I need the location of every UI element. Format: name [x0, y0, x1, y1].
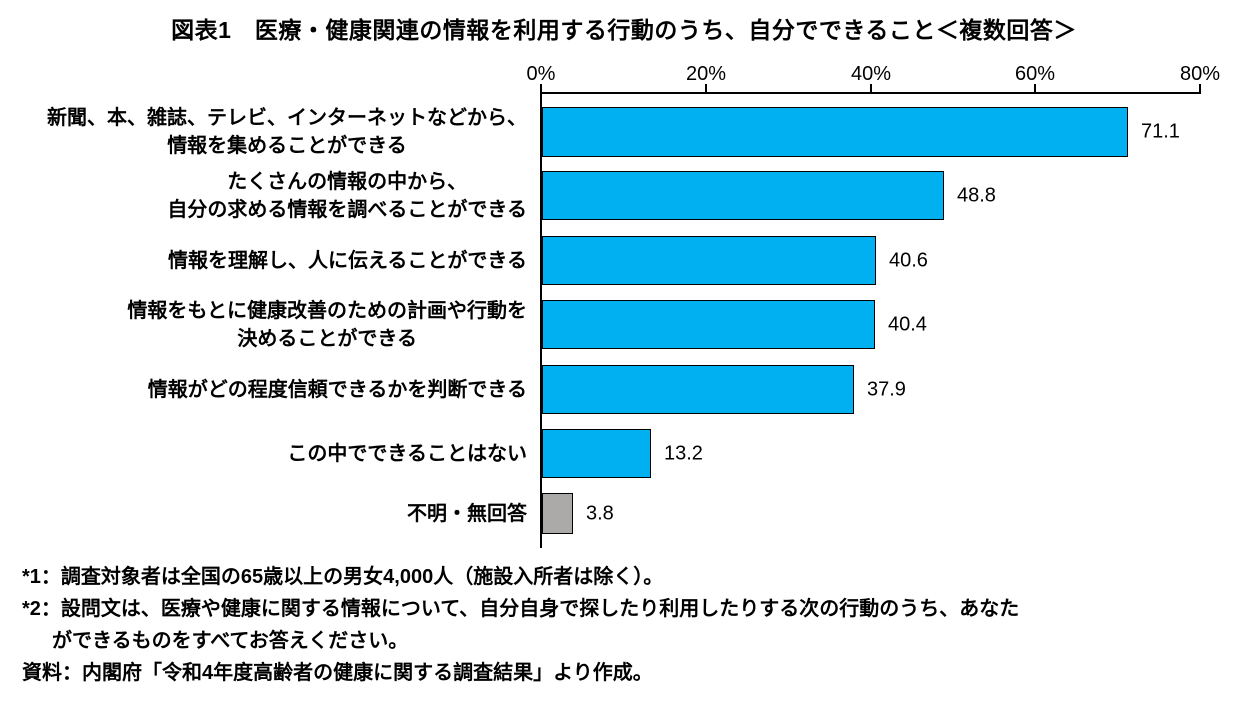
category-label: 新聞、本、雑誌、テレビ、インターネットなどから、 情報を集めることができる — [0, 104, 527, 160]
category-label: この中でできることはない — [0, 440, 527, 468]
bar — [542, 236, 876, 285]
category-label-line: 情報をもとに健康改善のための計画や行動を — [127, 299, 527, 322]
category-label: 情報がどの程度信頼できるかを判断できる — [0, 376, 527, 404]
category-label-line: 不明・無回答 — [407, 502, 527, 525]
axis-tick-label: 0% — [526, 63, 556, 85]
axis-tick — [1034, 84, 1036, 92]
axis-tick — [540, 84, 542, 92]
value-label: 40.6 — [889, 249, 928, 271]
bar — [542, 429, 651, 478]
value-label: 37.9 — [867, 378, 906, 400]
category-label-line: 自分の求める情報を調べることができる — [167, 198, 527, 221]
footnote-line: *1：調査対象者は全国の65歳以上の男女4,000人（施設入所者は除く）。 — [22, 566, 664, 588]
bar — [542, 300, 875, 349]
axis-tick — [1199, 84, 1201, 92]
category-label-line: この中でできることはない — [287, 442, 527, 465]
value-label: 13.2 — [664, 442, 703, 464]
bar — [542, 107, 1128, 157]
category-label-line: 情報を集めることができる — [167, 135, 407, 157]
axis-tick — [705, 84, 707, 92]
value-label: 48.8 — [957, 184, 996, 206]
bar — [542, 171, 944, 220]
category-label: 情報を理解し、人に伝えることができる — [0, 247, 527, 275]
value-label: 71.1 — [1141, 120, 1180, 143]
bar — [542, 493, 573, 534]
bar — [542, 365, 854, 414]
value-label: 3.8 — [586, 502, 614, 524]
y-axis-line — [540, 92, 542, 548]
footnote-line: *2：設問文は、医療や健康に関する情報について、自分自身で探したり利用したりする… — [22, 598, 1020, 620]
axis-tick-label: 40% — [850, 63, 892, 85]
footnote-line: 資料：内閣府「令和4年度高齢者の健康に関する調査結果」より作成。 — [22, 662, 653, 684]
category-label: 不明・無回答 — [0, 500, 527, 528]
category-label-line: たくさんの情報の中から、 — [227, 170, 468, 193]
category-label: たくさんの情報の中から、自分の求める情報を調べることができる — [0, 168, 527, 224]
footnotes: *1：調査対象者は全国の65歳以上の男女4,000人（施設入所者は除く）。 *2：… — [22, 561, 1019, 689]
category-label-line: 新聞、本、雑誌、テレビ、インターネットなどから、 — [47, 107, 527, 129]
x-axis-line — [540, 92, 1201, 94]
axis-tick — [870, 84, 872, 92]
category-label-line: 決めることができる — [237, 327, 417, 350]
category-label-line: 情報を理解し、人に伝えることができる — [168, 249, 527, 272]
chart-title: 図表1 医療・健康関連の情報を利用する行動のうち、自分でできること＜複数回答＞ — [171, 17, 1077, 43]
category-label: 情報をもとに健康改善のための計画や行動を 決めることができる — [0, 297, 527, 353]
axis-tick-label: 80% — [1179, 63, 1221, 85]
value-label: 40.4 — [888, 313, 927, 335]
footnote-line: ができるものをすべてお答えください。 — [52, 630, 409, 652]
axis-tick-label: 20% — [685, 63, 727, 85]
axis-tick-label: 60% — [1014, 63, 1056, 85]
category-label-line: 情報がどの程度信頼できるかを判断できる — [147, 378, 527, 401]
